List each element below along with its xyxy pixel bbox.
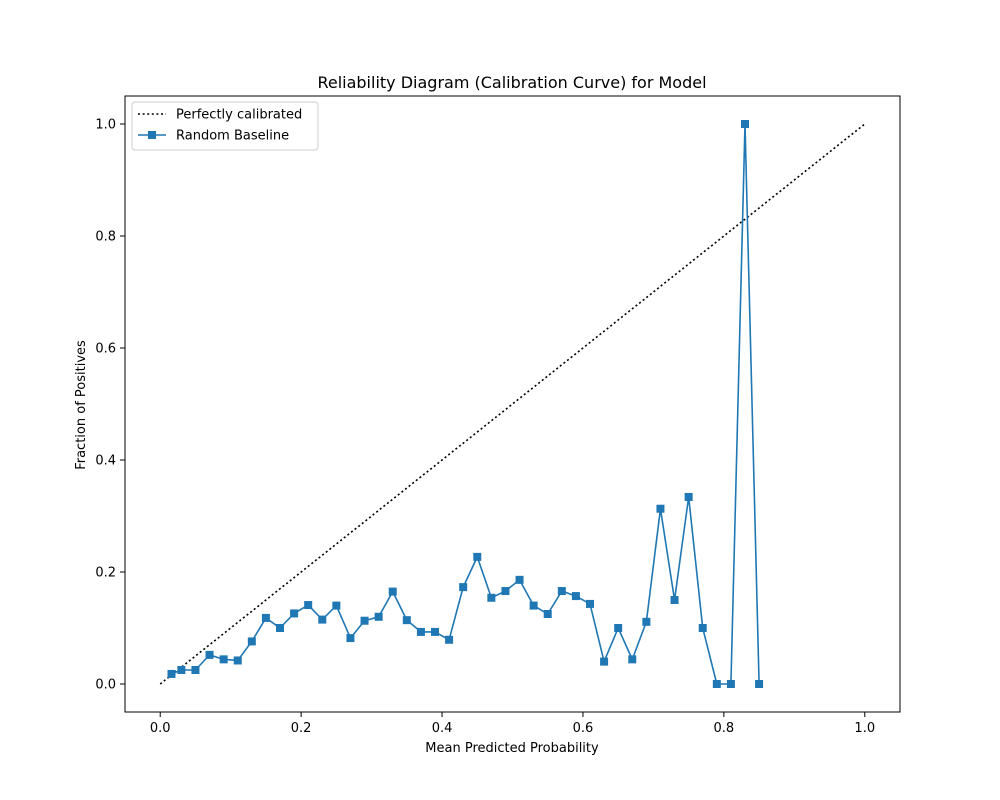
data-point xyxy=(529,601,538,610)
data-point xyxy=(487,593,496,602)
data-point xyxy=(712,680,721,688)
x-axis-label: Mean Predicted Probability xyxy=(425,741,599,756)
data-point xyxy=(233,656,242,665)
data-point xyxy=(290,609,299,618)
data-point xyxy=(614,624,623,632)
data-point xyxy=(445,635,454,644)
data-point xyxy=(177,666,186,674)
data-point xyxy=(543,610,552,618)
data-point xyxy=(261,613,270,622)
x-tick-label: 0.6 xyxy=(573,721,594,736)
data-point xyxy=(459,583,468,592)
data-point xyxy=(586,599,594,608)
data-point xyxy=(360,616,369,625)
data-point xyxy=(684,492,693,501)
data-point xyxy=(755,680,764,688)
y-tick-label: 0.2 xyxy=(95,566,116,581)
x-tick-label: 0.0 xyxy=(150,721,171,736)
legend-label: Perfectly calibrated xyxy=(176,108,302,123)
data-point xyxy=(318,615,327,624)
data-point xyxy=(431,627,439,636)
data-point xyxy=(473,552,482,561)
data-point xyxy=(304,601,313,610)
data-point xyxy=(726,680,735,688)
data-point xyxy=(557,587,566,596)
data-point xyxy=(628,655,637,664)
y-tick-label: 0.4 xyxy=(95,454,116,469)
data-point xyxy=(276,624,284,632)
x-tick-label: 1.0 xyxy=(854,721,875,736)
legend: Perfectly calibrated Random Baseline xyxy=(131,101,319,151)
x-tick-label: 0.8 xyxy=(714,721,735,736)
data-point xyxy=(205,650,214,659)
data-point xyxy=(346,634,355,643)
x-tick-label: 0.4 xyxy=(432,721,453,736)
y-tick-label: 1.0 xyxy=(95,118,116,133)
data-point xyxy=(402,616,411,625)
plot-area: 0.0 0.2 0.4 0.6 0.8 1.0 0.0 0.2 0.4 0.6 0.8 1.0 xyxy=(95,95,901,736)
data-point xyxy=(741,120,749,128)
y-tick-label: 0.6 xyxy=(95,342,116,357)
y-axis-label: Fraction of Positives xyxy=(74,340,89,470)
data-point xyxy=(515,575,524,584)
data-point xyxy=(600,657,609,666)
axes-frame xyxy=(124,95,901,713)
data-point xyxy=(247,637,256,646)
data-point xyxy=(501,587,510,596)
data-point xyxy=(332,601,341,610)
data-point xyxy=(416,627,425,636)
legend-box xyxy=(131,101,319,151)
y-tick-label: 0.0 xyxy=(95,678,116,693)
data-point xyxy=(388,587,397,596)
data-point xyxy=(191,666,200,674)
data-point xyxy=(698,624,707,632)
data-point xyxy=(374,612,383,621)
data-point xyxy=(571,592,580,601)
data-point xyxy=(219,655,228,664)
legend-label: Random Baseline xyxy=(176,129,289,144)
data-point xyxy=(642,617,651,626)
x-tick-label: 0.2 xyxy=(291,721,312,736)
y-tick-label: 0.8 xyxy=(95,230,116,245)
legend-swatch-marker xyxy=(148,131,156,139)
chart-title: Reliability Diagram (Calibration Curve) … xyxy=(317,73,706,92)
data-point xyxy=(656,504,665,513)
data-point xyxy=(167,669,176,678)
data-point xyxy=(670,596,679,604)
